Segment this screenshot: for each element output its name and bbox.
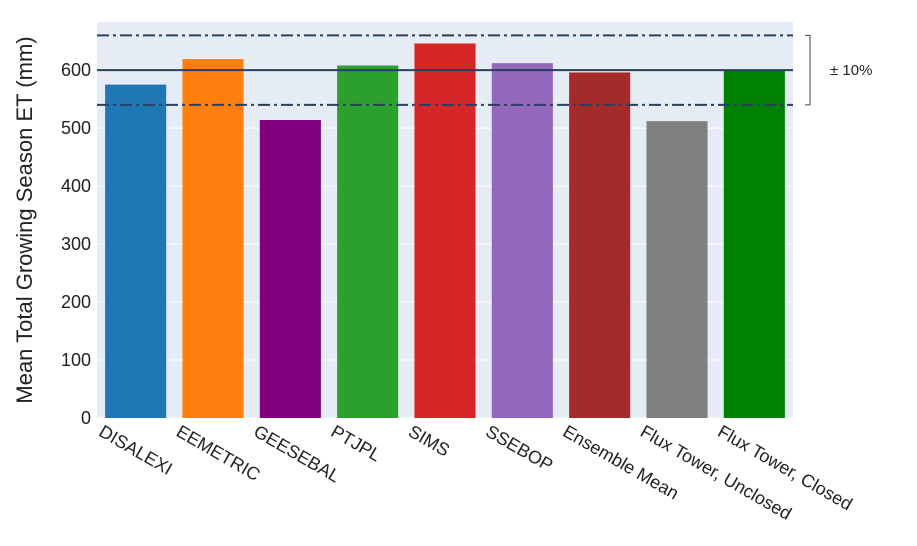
y-tick-label: 600 [61, 60, 91, 80]
reference-lines [97, 34, 793, 106]
bar [491, 63, 553, 419]
bar [182, 59, 244, 419]
y-tick-label: 0 [81, 408, 91, 428]
y-tick-label: 400 [61, 176, 91, 196]
bar [259, 119, 321, 419]
bracket-line [805, 34, 811, 106]
y-axis-ticks: 0 100 200 300 400 500 600 [61, 60, 91, 428]
band-bracket [805, 34, 811, 106]
band-label: ± 10% [830, 62, 872, 79]
x-tick-label: EEMETRIC [173, 421, 264, 485]
x-tick-label: GEESEBAL [250, 421, 343, 486]
y-tick-label: 300 [61, 234, 91, 254]
y-tick-label: 100 [61, 350, 91, 370]
bar [337, 65, 399, 419]
bar [569, 72, 631, 418]
x-tick-label: SIMS [405, 421, 453, 460]
bars [105, 43, 785, 419]
x-tick-label: DISALEXI [96, 421, 176, 479]
bar [105, 84, 167, 418]
x-tick-label: SSEBOP [482, 421, 556, 475]
bar [414, 43, 476, 418]
bar [646, 121, 708, 418]
y-tick-label: 200 [61, 292, 91, 312]
y-tick-label: 500 [61, 118, 91, 138]
bar [723, 70, 785, 418]
y-axis-label: Mean Total Growing Season ET (mm) [12, 36, 37, 403]
x-tick-label: PTJPL [328, 421, 385, 465]
